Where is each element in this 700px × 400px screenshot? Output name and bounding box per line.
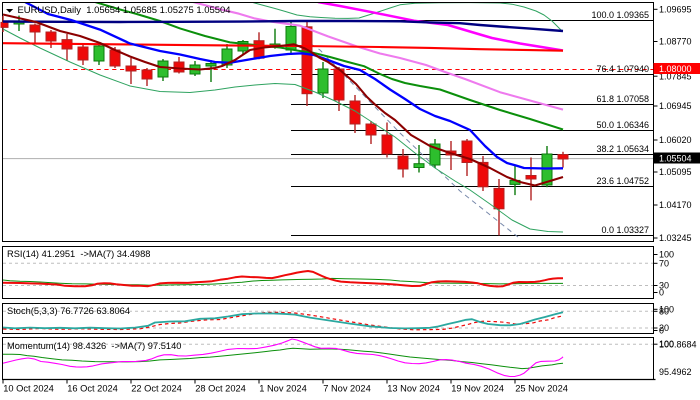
svg-text:61.8 1.07058: 61.8 1.07058 (596, 94, 649, 104)
svg-text:RSI(14) 41.2951 ->MA(7) 34.49: RSI(14) 41.2951 ->MA(7) 34.4988 (7, 249, 150, 259)
svg-text:1.09695: 1.09695 (659, 5, 692, 15)
svg-text:100: 100 (659, 250, 674, 260)
svg-text:100: 100 (659, 305, 674, 315)
svg-text:20: 20 (659, 323, 669, 333)
svg-text:1.03245: 1.03245 (659, 233, 692, 243)
svg-text:100: 100 (659, 339, 674, 349)
svg-text:Momentum(14) 98.4326 ->MA(7): Momentum(14) 98.4326 ->MA(7) 97.5140 (7, 341, 181, 351)
svg-text:1.05095: 1.05095 (659, 167, 692, 177)
svg-text:1.04170: 1.04170 (659, 200, 692, 210)
svg-text:100.8684: 100.8684 (659, 340, 697, 350)
svg-text:30: 30 (659, 281, 669, 291)
svg-text:95.4962: 95.4962 (659, 367, 692, 377)
svg-text:19 Nov 2024: 19 Nov 2024 (451, 384, 504, 394)
svg-text:16 Oct 2024: 16 Oct 2024 (67, 384, 118, 394)
svg-text:38.2 1.05634: 38.2 1.05634 (596, 144, 649, 154)
svg-text:EURUSD,Daily 1.05654 1.05685: EURUSD,Daily 1.05654 1.05685 1.05275 1.0… (18, 5, 231, 16)
svg-text:10 Oct 2024: 10 Oct 2024 (3, 384, 54, 394)
svg-text:28 Oct 2024: 28 Oct 2024 (195, 384, 246, 394)
svg-text:1.05504: 1.05504 (659, 153, 692, 163)
svg-text:1.07845: 1.07845 (659, 71, 692, 81)
svg-text:7 Nov 2024: 7 Nov 2024 (323, 384, 371, 394)
svg-text:25 Nov 2024: 25 Nov 2024 (515, 384, 568, 394)
svg-text:13 Nov 2024: 13 Nov 2024 (387, 384, 440, 394)
svg-text:76.4 1.07940: 76.4 1.07940 (596, 64, 649, 74)
svg-text:0.0 1.03327: 0.0 1.03327 (601, 225, 649, 235)
svg-text:1.08770: 1.08770 (659, 37, 692, 47)
svg-text:80: 80 (659, 307, 669, 317)
svg-text:23.6 1.04752: 23.6 1.04752 (596, 176, 649, 186)
svg-text:Stoch(5,3,3) 76.7726 63.8064: Stoch(5,3,3) 76.7726 63.8064 (7, 306, 130, 316)
svg-text:0: 0 (659, 288, 664, 298)
svg-text:0: 0 (659, 326, 664, 336)
svg-text:1.06020: 1.06020 (659, 135, 692, 145)
svg-text:1.08000: 1.08000 (659, 64, 692, 74)
svg-text:70: 70 (659, 259, 669, 269)
svg-text:22 Oct 2024: 22 Oct 2024 (131, 384, 182, 394)
svg-text:50.0 1.06346: 50.0 1.06346 (596, 120, 649, 130)
svg-text:1.06945: 1.06945 (659, 101, 692, 111)
svg-text:1 Nov 2024: 1 Nov 2024 (259, 384, 307, 394)
svg-text:100.0 1.09365: 100.0 1.09365 (591, 10, 649, 20)
